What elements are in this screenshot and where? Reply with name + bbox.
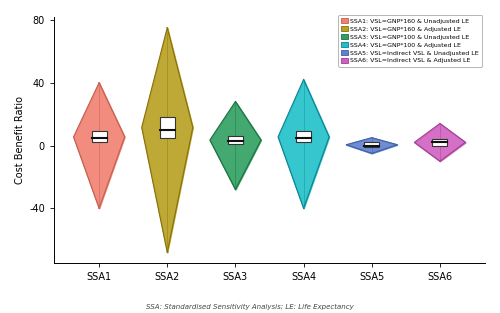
Bar xyxy=(432,139,448,146)
Bar xyxy=(296,131,311,142)
Bar xyxy=(160,117,175,138)
Bar xyxy=(92,131,106,142)
Text: SSA: Standardised Sensitivity Analysis; LE: Life Expectancy: SSA: Standardised Sensitivity Analysis; … xyxy=(146,304,354,310)
Bar xyxy=(228,136,243,144)
Bar xyxy=(364,142,380,147)
Legend: SSA1: VSL=GNP*160 & Unadjusted LE, SSA2: VSL=GNP*160 & Adjusted LE, SSA3: VSL=GN: SSA1: VSL=GNP*160 & Unadjusted LE, SSA2:… xyxy=(338,15,482,67)
Y-axis label: Cost Benefit Ratio: Cost Benefit Ratio xyxy=(15,96,25,184)
